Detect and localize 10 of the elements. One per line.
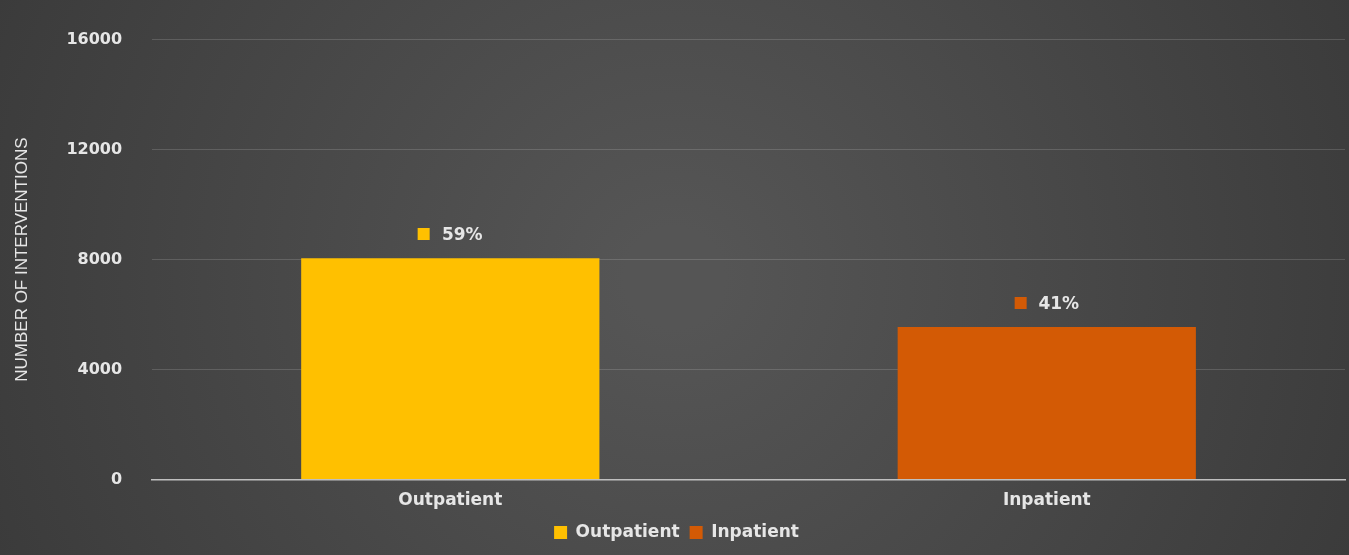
y-tick-label: 4000 bbox=[77, 358, 123, 378]
legend-label: Outpatient bbox=[575, 520, 680, 541]
legend-label: Inpatient bbox=[711, 520, 799, 541]
annotation: 59% bbox=[441, 224, 483, 245]
y-axis-title: NUMBER OF INTERVENTIONS bbox=[11, 137, 31, 382]
y-tick-label: 8000 bbox=[77, 248, 123, 268]
y-tick-label: 16000 bbox=[66, 28, 123, 48]
y-tick-label: 12000 bbox=[66, 138, 123, 158]
y-tick-label: 0 bbox=[110, 468, 123, 488]
annotation: 41% bbox=[1038, 292, 1080, 313]
